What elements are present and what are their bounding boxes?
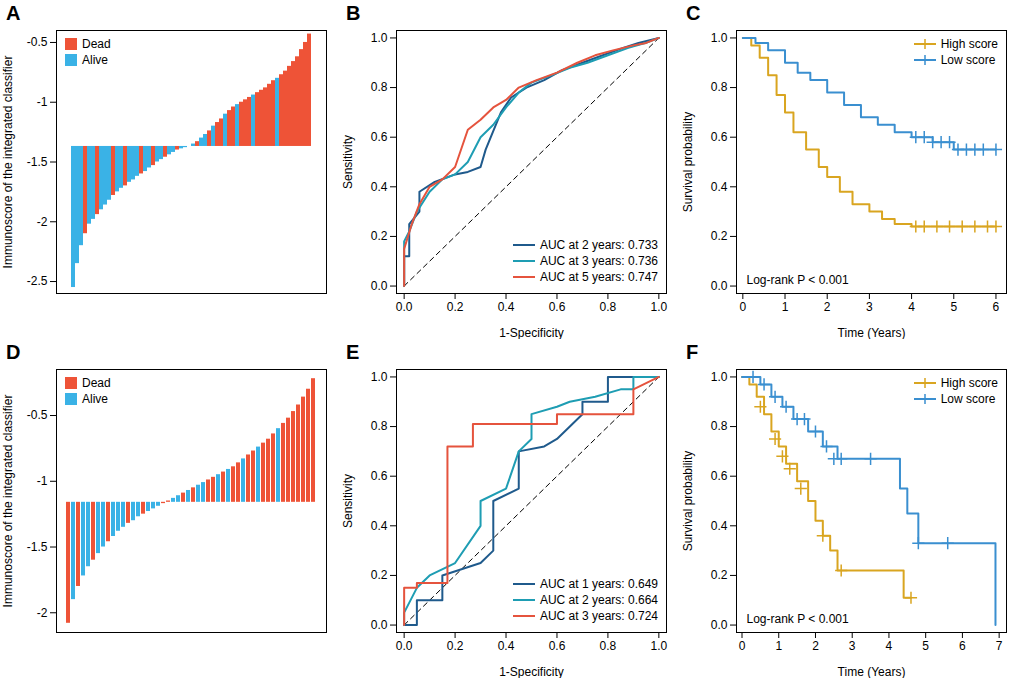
svg-text:0.2: 0.2 (711, 568, 728, 582)
html-text:D: D (6, 341, 21, 363)
svg-text:0.8: 0.8 (600, 300, 617, 314)
svg-text:1.0: 1.0 (711, 370, 728, 384)
svg-text:1.0: 1.0 (371, 31, 388, 45)
html-text:AUC at 3 years: 0.736: AUC at 3 years: 0.736 (539, 254, 658, 268)
svg-text:0.8: 0.8 (600, 639, 617, 653)
html-text:AUC at 5 years: 0.747: AUC at 5 years: 0.747 (539, 270, 658, 284)
svg-text:1.0: 1.0 (651, 300, 668, 314)
svg-text:0.8: 0.8 (371, 419, 388, 433)
svg-text:0.0: 0.0 (711, 618, 728, 632)
svg-text:0.2: 0.2 (447, 300, 464, 314)
svg-text:-0.5: -0.5 (27, 408, 48, 422)
svg-text:0.4: 0.4 (711, 519, 728, 533)
svg-text:0.6: 0.6 (711, 469, 728, 483)
svg-text:Survival probability: Survival probability (681, 451, 695, 552)
svg-text:0.4: 0.4 (371, 519, 388, 533)
svg-text:0.0: 0.0 (371, 618, 388, 632)
svg-text:4: 4 (886, 639, 893, 653)
svg-text:Log-rank P < 0.001: Log-rank P < 0.001 (747, 612, 850, 626)
svg-text:Immunoscore of the integrated: Immunoscore of the integrated classifier (1, 56, 15, 269)
svg-text:-1.5: -1.5 (27, 540, 48, 554)
svg-text:0.8: 0.8 (711, 419, 728, 433)
svg-text:-2: -2 (37, 215, 48, 229)
html-text:AUC at 2 years: 0.664: AUC at 2 years: 0.664 (539, 593, 658, 607)
svg-text:2: 2 (824, 300, 831, 314)
svg-text:1-Specificity: 1-Specificity (499, 665, 564, 679)
svg-text:Survival probability: Survival probability (681, 112, 695, 213)
svg-text:5: 5 (922, 639, 929, 653)
svg-text:4: 4 (908, 300, 915, 314)
svg-text:-0.5: -0.5 (27, 35, 48, 49)
svg-text:0.6: 0.6 (371, 130, 388, 144)
svg-text:1.0: 1.0 (371, 370, 388, 384)
svg-text:Time (Years): Time (Years) (838, 326, 906, 340)
svg-text:0: 0 (739, 300, 746, 314)
html-text:E: E (346, 341, 360, 363)
svg-text:0.8: 0.8 (711, 80, 728, 94)
svg-text:0: 0 (739, 639, 746, 653)
svg-text:0.2: 0.2 (447, 639, 464, 653)
svg-text:0.6: 0.6 (711, 130, 728, 144)
svg-text:0.8: 0.8 (371, 80, 388, 94)
svg-text:0.0: 0.0 (711, 279, 728, 293)
html-text:A: A (6, 2, 21, 24)
html-text:AUC at 3 years: 0.724: AUC at 3 years: 0.724 (539, 609, 658, 623)
html-text:B: B (346, 2, 361, 24)
svg-text:7: 7 (996, 639, 1003, 653)
svg-text:-2: -2 (37, 606, 48, 620)
svg-text:-1: -1 (37, 474, 48, 488)
svg-text:1: 1 (775, 639, 782, 653)
svg-text:0.2: 0.2 (371, 229, 388, 243)
svg-text:-2.5: -2.5 (27, 274, 48, 288)
svg-text:-1: -1 (37, 95, 48, 109)
svg-text:1.0: 1.0 (711, 31, 728, 45)
svg-text:0.4: 0.4 (371, 180, 388, 194)
html-text:Dead: Dead (82, 376, 111, 390)
svg-text:0.6: 0.6 (549, 639, 566, 653)
svg-text:1.0: 1.0 (651, 639, 668, 653)
svg-text:Sensitivity: Sensitivity (341, 474, 355, 528)
svg-text:0.4: 0.4 (711, 180, 728, 194)
html-text:Low score: Low score (940, 392, 996, 406)
svg-text:0.0: 0.0 (371, 279, 388, 293)
html-text:F: F (686, 341, 699, 363)
svg-text:1-Specificity: 1-Specificity (499, 326, 564, 340)
svg-text:Time (Years): Time (Years) (838, 665, 906, 679)
svg-text:0.0: 0.0 (396, 639, 413, 653)
svg-text:2: 2 (812, 639, 819, 653)
html-text:Alive: Alive (82, 53, 108, 67)
svg-text:0.2: 0.2 (711, 229, 728, 243)
svg-text:0.2: 0.2 (371, 568, 388, 582)
svg-text:-1.5: -1.5 (27, 155, 48, 169)
html-text:Low score: Low score (940, 53, 996, 67)
svg-text:6: 6 (959, 639, 966, 653)
svg-text:3: 3 (849, 639, 856, 653)
html-text:High score: High score (940, 376, 998, 390)
html-text:Alive: Alive (82, 392, 108, 406)
svg-text:Immunoscore of the integrated: Immunoscore of the integrated classifier (1, 395, 15, 608)
svg-text:0.4: 0.4 (498, 300, 515, 314)
html-text:Dead: Dead (82, 37, 111, 51)
svg-text:0.4: 0.4 (498, 639, 515, 653)
html-text:C: C (686, 2, 701, 24)
svg-text:6: 6 (993, 300, 1000, 314)
html-text:AUC at 1 years: 0.649: AUC at 1 years: 0.649 (539, 577, 658, 591)
html-text:High score: High score (940, 37, 998, 51)
svg-text:0.0: 0.0 (396, 300, 413, 314)
html-text:AUC at 2 years: 0.733: AUC at 2 years: 0.733 (539, 238, 658, 252)
svg-text:3: 3 (866, 300, 873, 314)
svg-text:5: 5 (950, 300, 957, 314)
svg-text:Sensitivity: Sensitivity (341, 135, 355, 189)
svg-text:0.6: 0.6 (371, 469, 388, 483)
svg-text:Log-rank P < 0.001: Log-rank P < 0.001 (747, 273, 850, 287)
svg-text:1: 1 (782, 300, 789, 314)
svg-text:0.6: 0.6 (549, 300, 566, 314)
